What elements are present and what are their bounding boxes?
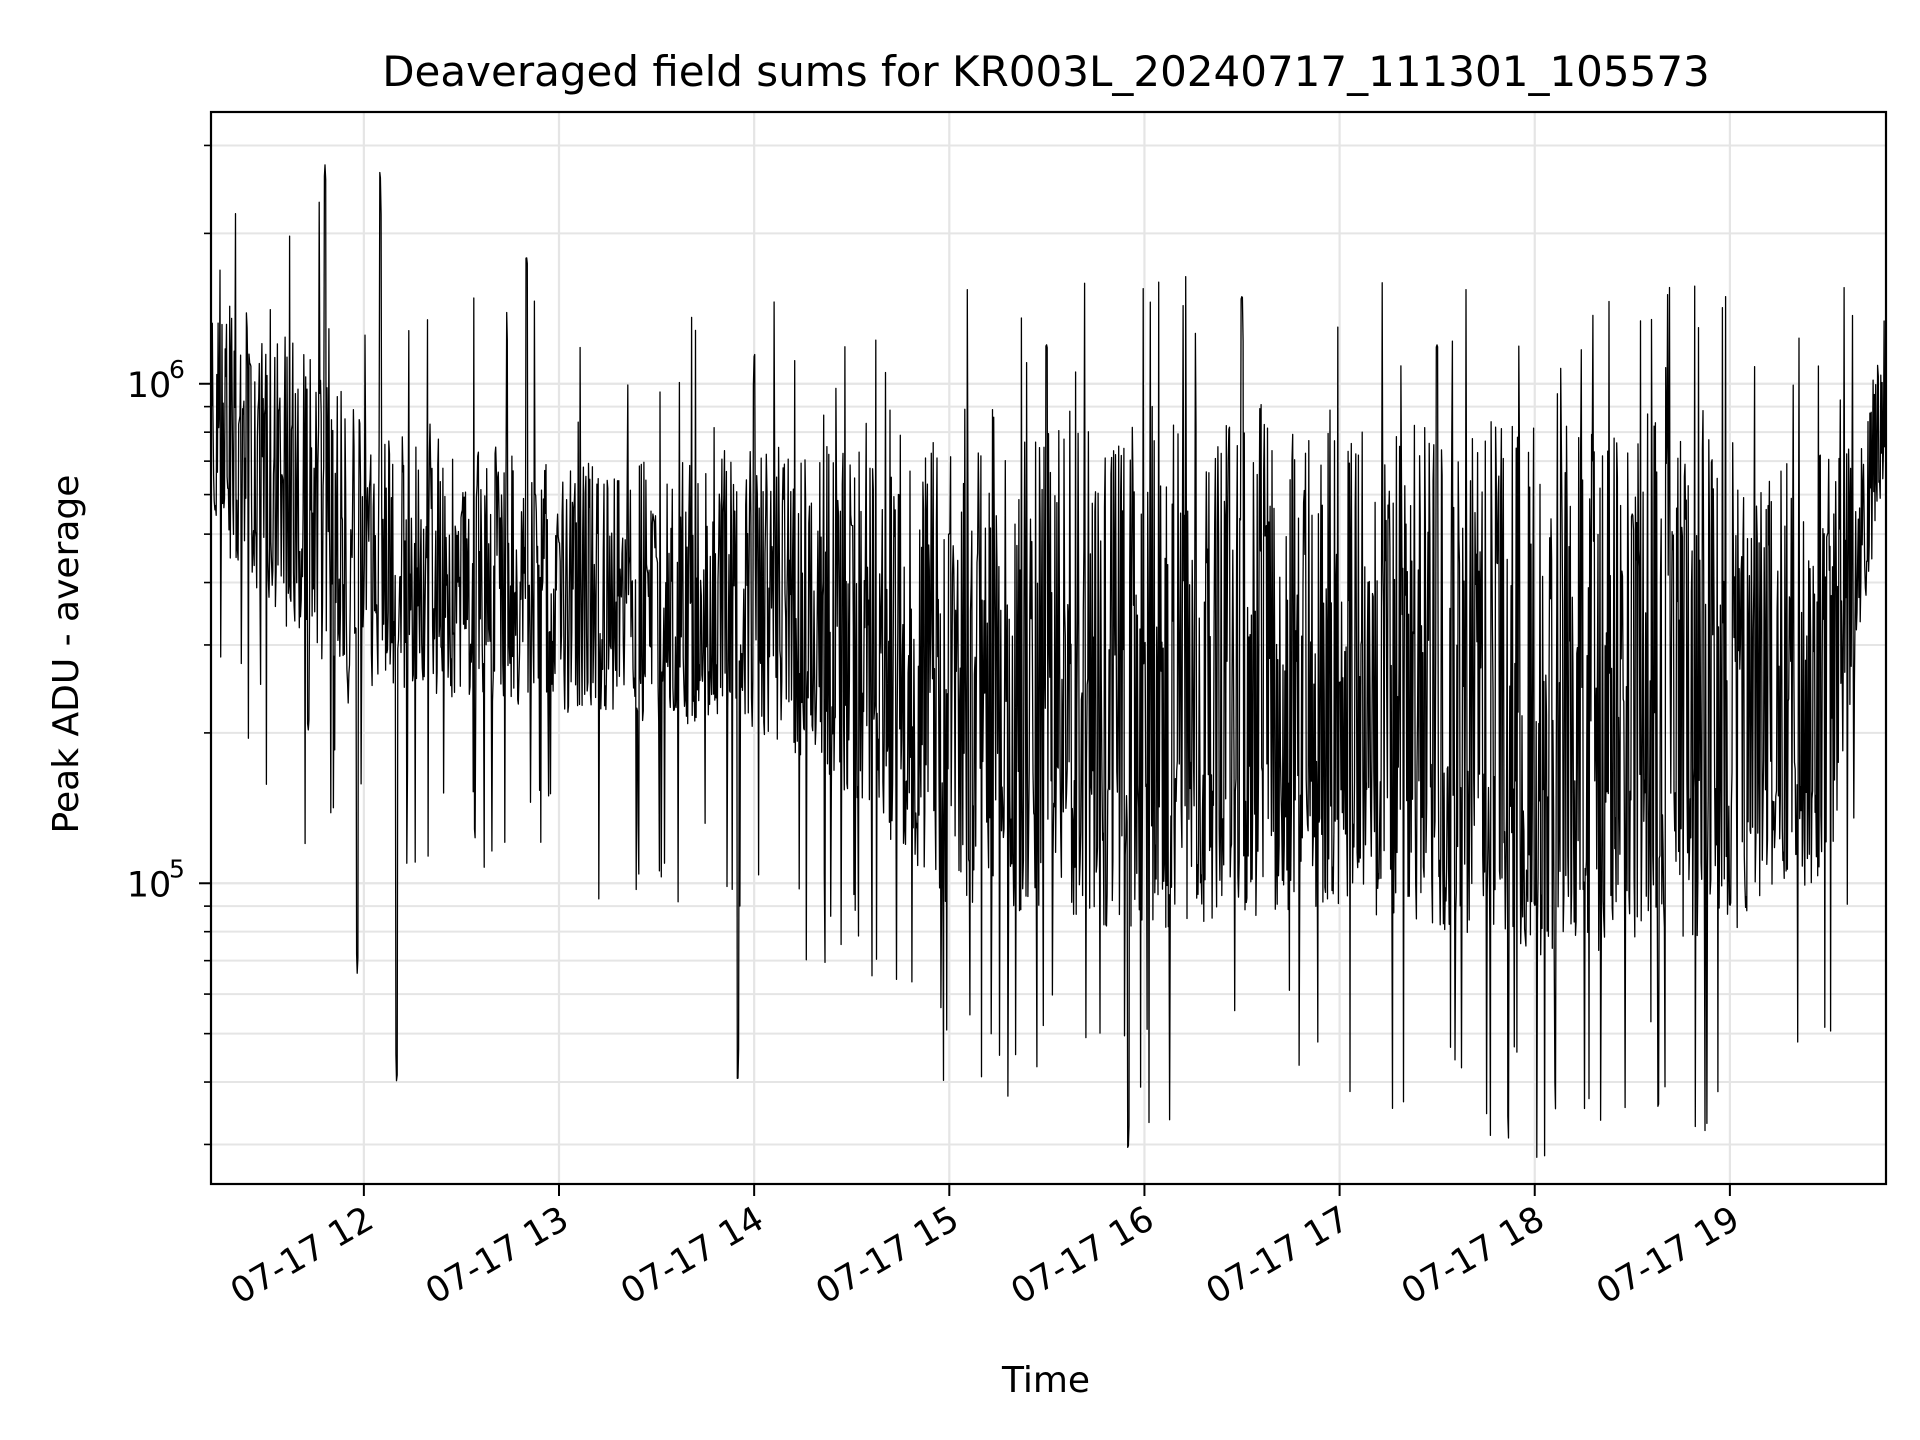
y-tick-label: 10 (127, 366, 172, 406)
y-axis-label: Peak ADU - average (46, 475, 87, 834)
x-axis-label: Time (1001, 1360, 1090, 1401)
series-path (210, 164, 1887, 1158)
plot-frame (209, 110, 1888, 1186)
series-line (210, 164, 1887, 1158)
y-tick-label-exponent: 6 (169, 355, 185, 384)
y-tick-label: 10 (127, 865, 172, 905)
y-tick-label-exponent: 5 (169, 854, 185, 883)
chart-title: Deaveraged field sums for KR003L_2024071… (382, 47, 1710, 96)
